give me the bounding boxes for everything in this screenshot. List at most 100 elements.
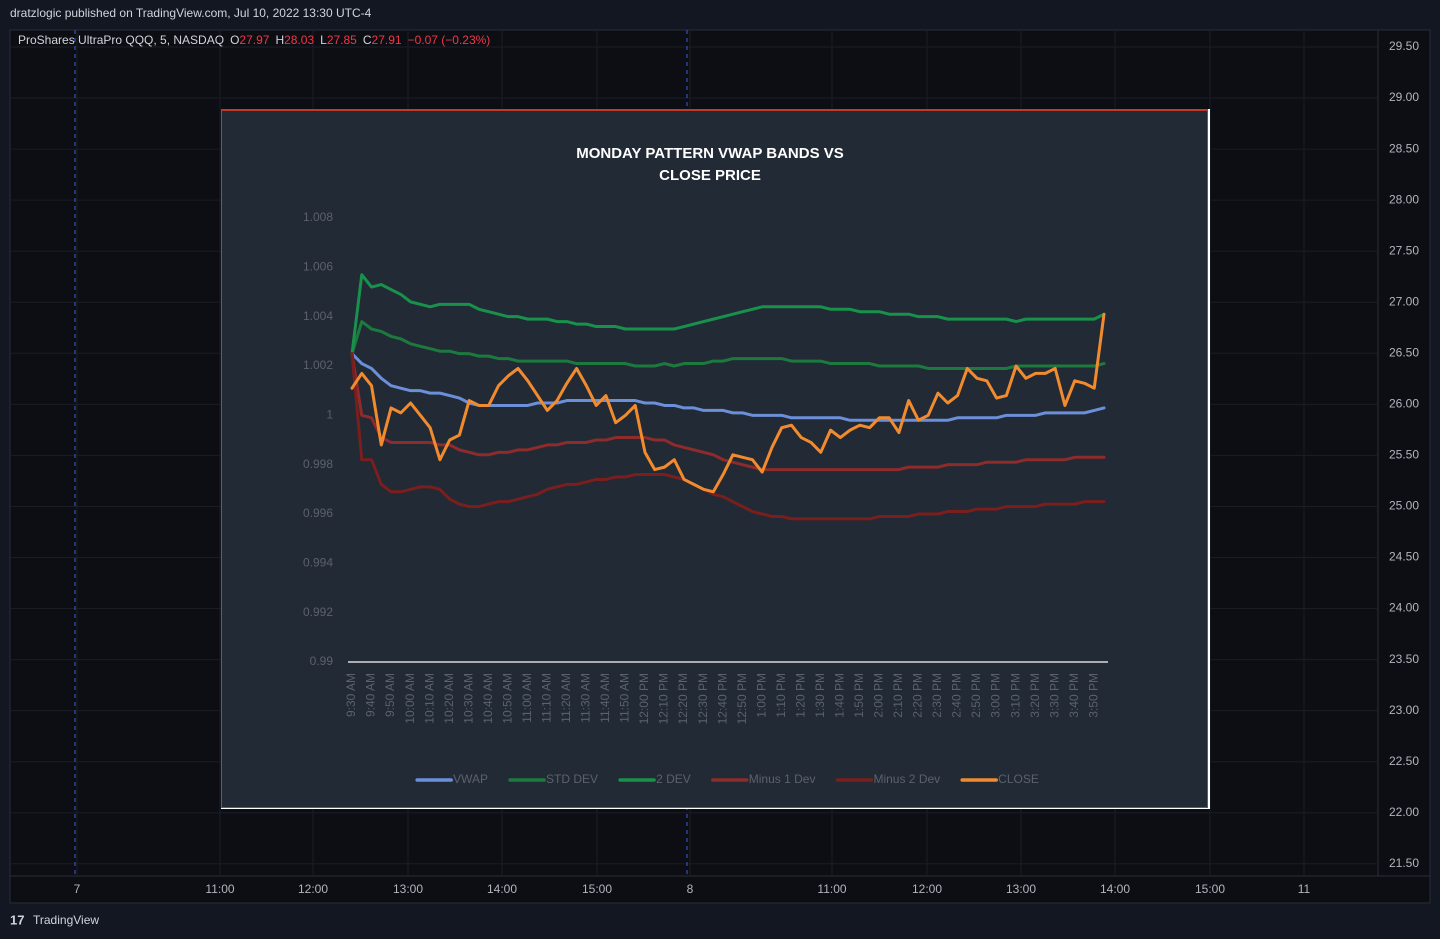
price-label: 23.00 bbox=[1389, 703, 1419, 717]
x-tick-label: 3:20 PM bbox=[1028, 673, 1042, 718]
x-tick-label: 1:00 PM bbox=[754, 673, 768, 718]
price-label: 27.50 bbox=[1389, 243, 1419, 257]
time-axis: 7 11:00 12:00 13:00 14:00 15:00 8 11:00 12:00 13:… bbox=[74, 882, 1311, 896]
x-tick-label: 3:50 PM bbox=[1086, 673, 1100, 718]
logo-mark: 17 bbox=[10, 912, 24, 927]
price-label: 25.00 bbox=[1389, 499, 1419, 513]
y-tick-label: 0.996 bbox=[303, 506, 333, 520]
price-label: 28.50 bbox=[1389, 141, 1419, 155]
price-axis: 29.50 29.00 28.50 28.00 27.50 27.00 26.50 26.00… bbox=[1389, 39, 1419, 870]
x-tick-label: 2:50 PM bbox=[969, 673, 983, 718]
x-tick-label: 12:00 PM bbox=[637, 673, 651, 724]
y-tick-label: 1 bbox=[326, 408, 333, 422]
x-tick-label: 9:50 AM bbox=[383, 673, 397, 717]
footer: 17 TradingView bbox=[10, 912, 99, 927]
time-label: 11:00 bbox=[817, 882, 846, 896]
legend-label: VWAP bbox=[453, 772, 488, 786]
x-tick-label: 2:00 PM bbox=[872, 673, 886, 718]
y-tick-label: 0.99 bbox=[310, 654, 334, 668]
price-label: 27.00 bbox=[1389, 294, 1419, 308]
time-label: 11 bbox=[1298, 882, 1311, 896]
x-tick-label: 11:40 AM bbox=[598, 673, 612, 723]
x-tick-label: 9:30 AM bbox=[344, 673, 358, 717]
time-label: 15:00 bbox=[1195, 882, 1225, 896]
legend-label: CLOSE bbox=[998, 772, 1039, 786]
x-tick-label: 12:10 PM bbox=[657, 673, 671, 724]
price-label: 29.50 bbox=[1389, 39, 1419, 53]
price-label: 24.00 bbox=[1389, 601, 1419, 615]
price-label: 29.00 bbox=[1389, 90, 1419, 104]
x-tick-label: 9:40 AM bbox=[364, 673, 378, 717]
price-label: 26.00 bbox=[1389, 397, 1419, 411]
y-tick-label: 0.992 bbox=[303, 605, 333, 619]
x-tick-label: 10:00 AM bbox=[403, 673, 417, 724]
ohlc-label: L bbox=[320, 33, 327, 47]
x-tick-label: 11:50 AM bbox=[618, 673, 632, 723]
x-tick-label: 11:20 AM bbox=[559, 673, 573, 723]
x-tick-label: 3:10 PM bbox=[1008, 673, 1022, 718]
y-tick-label: 0.998 bbox=[303, 457, 333, 471]
ohlc-value: 27.91 bbox=[372, 33, 402, 47]
legend: VWAP STD DEV 2 DEV Minus 1 Dev Minus 2 Dev CL… bbox=[415, 772, 1039, 786]
price-label: 24.50 bbox=[1389, 550, 1419, 564]
ohlc-label: H bbox=[275, 33, 284, 47]
x-tick-label: 1:30 PM bbox=[813, 673, 827, 718]
time-label: 13:00 bbox=[1006, 882, 1036, 896]
x-tick-label: 2:10 PM bbox=[891, 673, 905, 718]
chart-title: MONDAY PATTERN VWAP BANDS VS bbox=[576, 145, 844, 162]
x-tick-label: 2:30 PM bbox=[930, 673, 944, 718]
y-tick-label: 1.004 bbox=[303, 309, 333, 323]
x-tick-label: 11:30 AM bbox=[579, 673, 593, 723]
x-tick-label: 10:50 AM bbox=[500, 673, 514, 724]
time-label: 8 bbox=[687, 882, 694, 896]
price-label: 28.00 bbox=[1389, 192, 1419, 206]
series-line bbox=[350, 320, 1106, 370]
legend-label: Minus 1 Dev bbox=[749, 772, 816, 786]
x-tick-label: 1:40 PM bbox=[832, 673, 846, 718]
x-tick-label: 12:20 PM bbox=[676, 673, 690, 724]
ohlc-value: 27.97 bbox=[239, 33, 269, 47]
time-label: 14:00 bbox=[487, 882, 517, 896]
y-tick-label: 0.994 bbox=[303, 556, 333, 570]
x-tick-label: 1:50 PM bbox=[852, 673, 866, 718]
series-line bbox=[350, 352, 1106, 521]
price-label: 25.50 bbox=[1389, 448, 1419, 462]
time-label: 11:00 bbox=[205, 882, 234, 896]
x-tick-label: 3:40 PM bbox=[1067, 673, 1081, 718]
y-tick-label: 1.006 bbox=[303, 260, 333, 274]
x-tick-label: 2:40 PM bbox=[950, 673, 964, 718]
y-tick-label: 1.002 bbox=[303, 358, 333, 372]
time-label: 7 bbox=[74, 882, 81, 896]
price-label: 22.00 bbox=[1389, 805, 1419, 819]
ohlc-label: O bbox=[230, 33, 239, 47]
x-tick-label: 1:10 PM bbox=[774, 673, 788, 718]
ohlc-value: 28.03 bbox=[284, 33, 314, 47]
x-tick-label: 10:30 AM bbox=[461, 673, 475, 724]
series-line bbox=[350, 273, 1106, 356]
x-tick-label: 2:20 PM bbox=[911, 673, 925, 718]
price-label: 26.50 bbox=[1389, 345, 1419, 359]
x-tick-label: 1:20 PM bbox=[793, 673, 807, 718]
legend-label: STD DEV bbox=[546, 772, 598, 786]
y-tick-label: 1.008 bbox=[303, 210, 333, 224]
price-change: −0.07 (−0.23%) bbox=[408, 33, 491, 47]
publisher-line: dratzlogic published on TradingView.com,… bbox=[10, 6, 372, 20]
x-tick-label: 12:50 PM bbox=[735, 673, 749, 724]
brand: TradingView bbox=[33, 913, 99, 927]
x-tick-label: 3:00 PM bbox=[989, 673, 1003, 718]
ohlc-value: 27.85 bbox=[327, 33, 357, 47]
time-label: 13:00 bbox=[393, 882, 423, 896]
series-line bbox=[350, 352, 1106, 472]
price-label: 21.50 bbox=[1389, 856, 1419, 870]
legend-label: Minus 2 Dev bbox=[873, 772, 940, 786]
time-label: 14:00 bbox=[1100, 882, 1130, 896]
x-tick-label: 10:20 AM bbox=[442, 673, 456, 724]
symbol-name: ProShares UltraPro QQQ, 5, NASDAQ bbox=[18, 33, 224, 47]
chart-title: CLOSE PRICE bbox=[659, 167, 761, 184]
symbol-line: ProShares UltraPro QQQ, 5, NASDAQ O27.97 H… bbox=[18, 33, 490, 47]
x-tick-label: 3:30 PM bbox=[1047, 673, 1061, 718]
x-tick-label: 11:10 AM bbox=[539, 673, 553, 723]
time-label: 12:00 bbox=[912, 882, 942, 896]
time-label: 15:00 bbox=[582, 882, 612, 896]
